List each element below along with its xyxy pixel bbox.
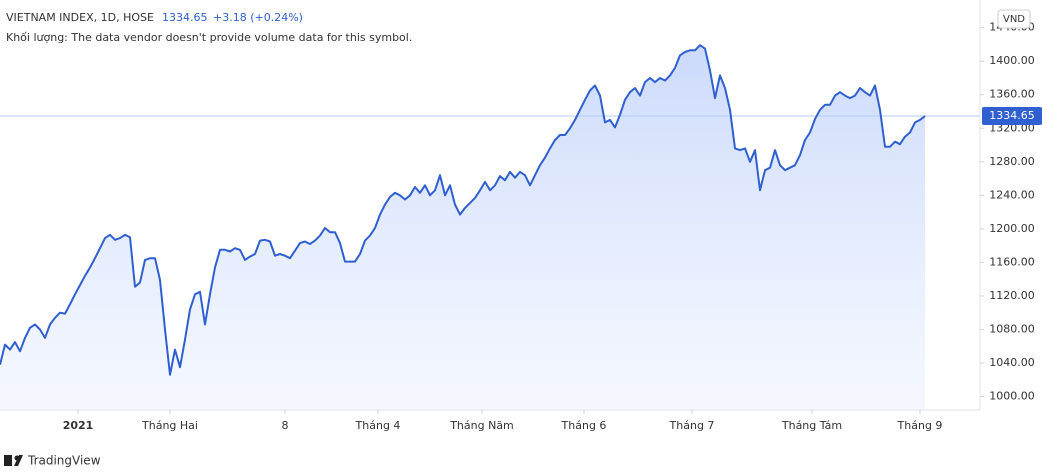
last-price: 1334.65 bbox=[162, 11, 208, 24]
x-tick-label: 8 bbox=[282, 419, 289, 432]
currency-box bbox=[997, 9, 1031, 29]
currency: VND bbox=[1003, 14, 1025, 25]
x-tick-label: 2021 bbox=[63, 419, 94, 432]
y-tick-label: 1360.00 bbox=[989, 88, 1035, 101]
x-tick-label: Tháng Hai bbox=[141, 419, 198, 432]
line bbox=[0, 44, 926, 376]
y-tick-label: 1160.00 bbox=[989, 255, 1035, 268]
y-tick-label: 1120.00 bbox=[989, 289, 1035, 302]
price-label-bg bbox=[982, 106, 1042, 125]
x-tick-label: Tháng 4 bbox=[355, 419, 401, 432]
x-tick-label: Tháng 9 bbox=[897, 419, 943, 432]
subtitle: Khối lượng: The data vendor doesn't prov… bbox=[6, 31, 412, 44]
y-tick-label: 1000.00 bbox=[989, 390, 1035, 403]
y-tick-label: 1240.00 bbox=[989, 188, 1035, 201]
y-tick-label: 1080.00 bbox=[989, 323, 1035, 336]
y-tick-label: 1200.00 bbox=[989, 222, 1035, 235]
y-tick-label: 1280.00 bbox=[989, 155, 1035, 168]
brand: TradingView bbox=[27, 454, 101, 468]
price-label: 1334.65 bbox=[989, 109, 1035, 122]
x-tick-label: Tháng 6 bbox=[561, 419, 607, 432]
plot-area bbox=[0, 44, 980, 410]
x-tick-label: Tháng 7 bbox=[669, 419, 715, 432]
brand-logo bbox=[4, 455, 23, 466]
y-tick-label: 1400.00 bbox=[989, 54, 1035, 67]
area bbox=[0, 45, 925, 410]
y-tick-label: 1040.00 bbox=[989, 356, 1035, 369]
chart-title: VIETNAM INDEX, 1D, HOSE bbox=[6, 11, 154, 24]
x-tick-label: Tháng Năm bbox=[449, 419, 514, 432]
x-tick-label: Tháng Tám bbox=[781, 419, 842, 432]
change: +3.18 (+0.24%) bbox=[213, 11, 303, 24]
